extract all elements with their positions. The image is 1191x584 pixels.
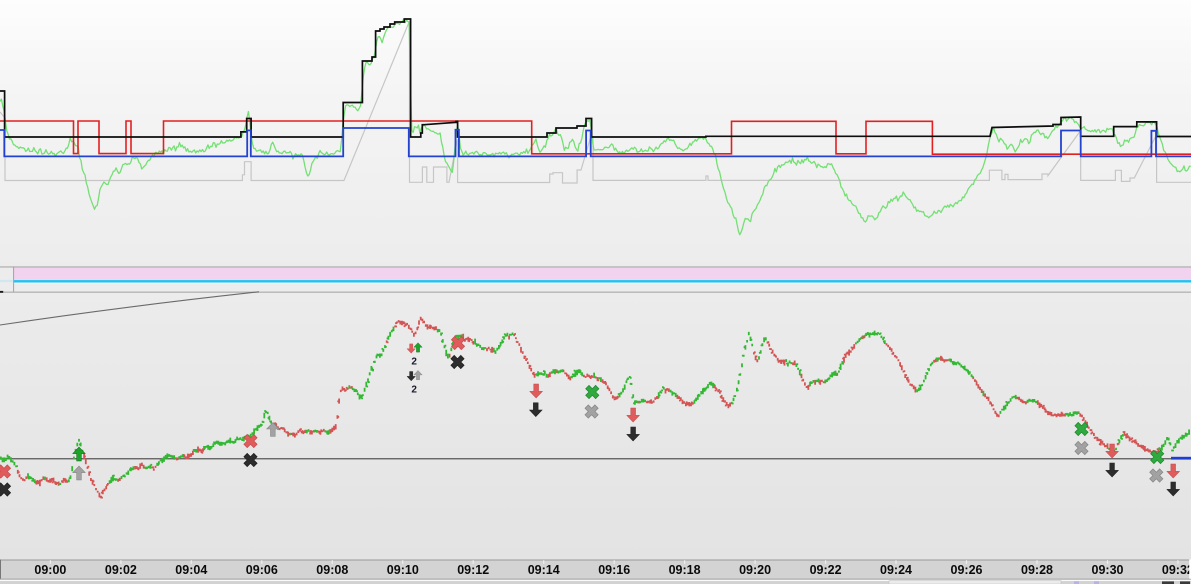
svg-text:09:14: 09:14 bbox=[528, 563, 560, 577]
svg-text:09:06: 09:06 bbox=[246, 563, 278, 577]
svg-text:09:08: 09:08 bbox=[316, 563, 348, 577]
svg-text:09:30: 09:30 bbox=[1092, 563, 1124, 577]
svg-text:09:24: 09:24 bbox=[880, 563, 912, 577]
svg-text:09:28: 09:28 bbox=[1021, 563, 1053, 577]
svg-text:09:12: 09:12 bbox=[457, 563, 489, 577]
svg-text:09:10: 09:10 bbox=[387, 563, 419, 577]
svg-text:2: 2 bbox=[411, 385, 417, 396]
svg-text:09:22: 09:22 bbox=[810, 563, 842, 577]
svg-text:09:02: 09:02 bbox=[105, 563, 137, 577]
svg-text:09:18: 09:18 bbox=[669, 563, 701, 577]
svg-text:09:26: 09:26 bbox=[951, 563, 983, 577]
svg-text:09:32: 09:32 bbox=[1162, 563, 1191, 577]
svg-text:2: 2 bbox=[411, 357, 417, 368]
svg-text:09:16: 09:16 bbox=[598, 563, 630, 577]
svg-text:09:00: 09:00 bbox=[34, 563, 66, 577]
svg-text:09:20: 09:20 bbox=[739, 563, 771, 577]
svg-text:09:04: 09:04 bbox=[175, 563, 207, 577]
